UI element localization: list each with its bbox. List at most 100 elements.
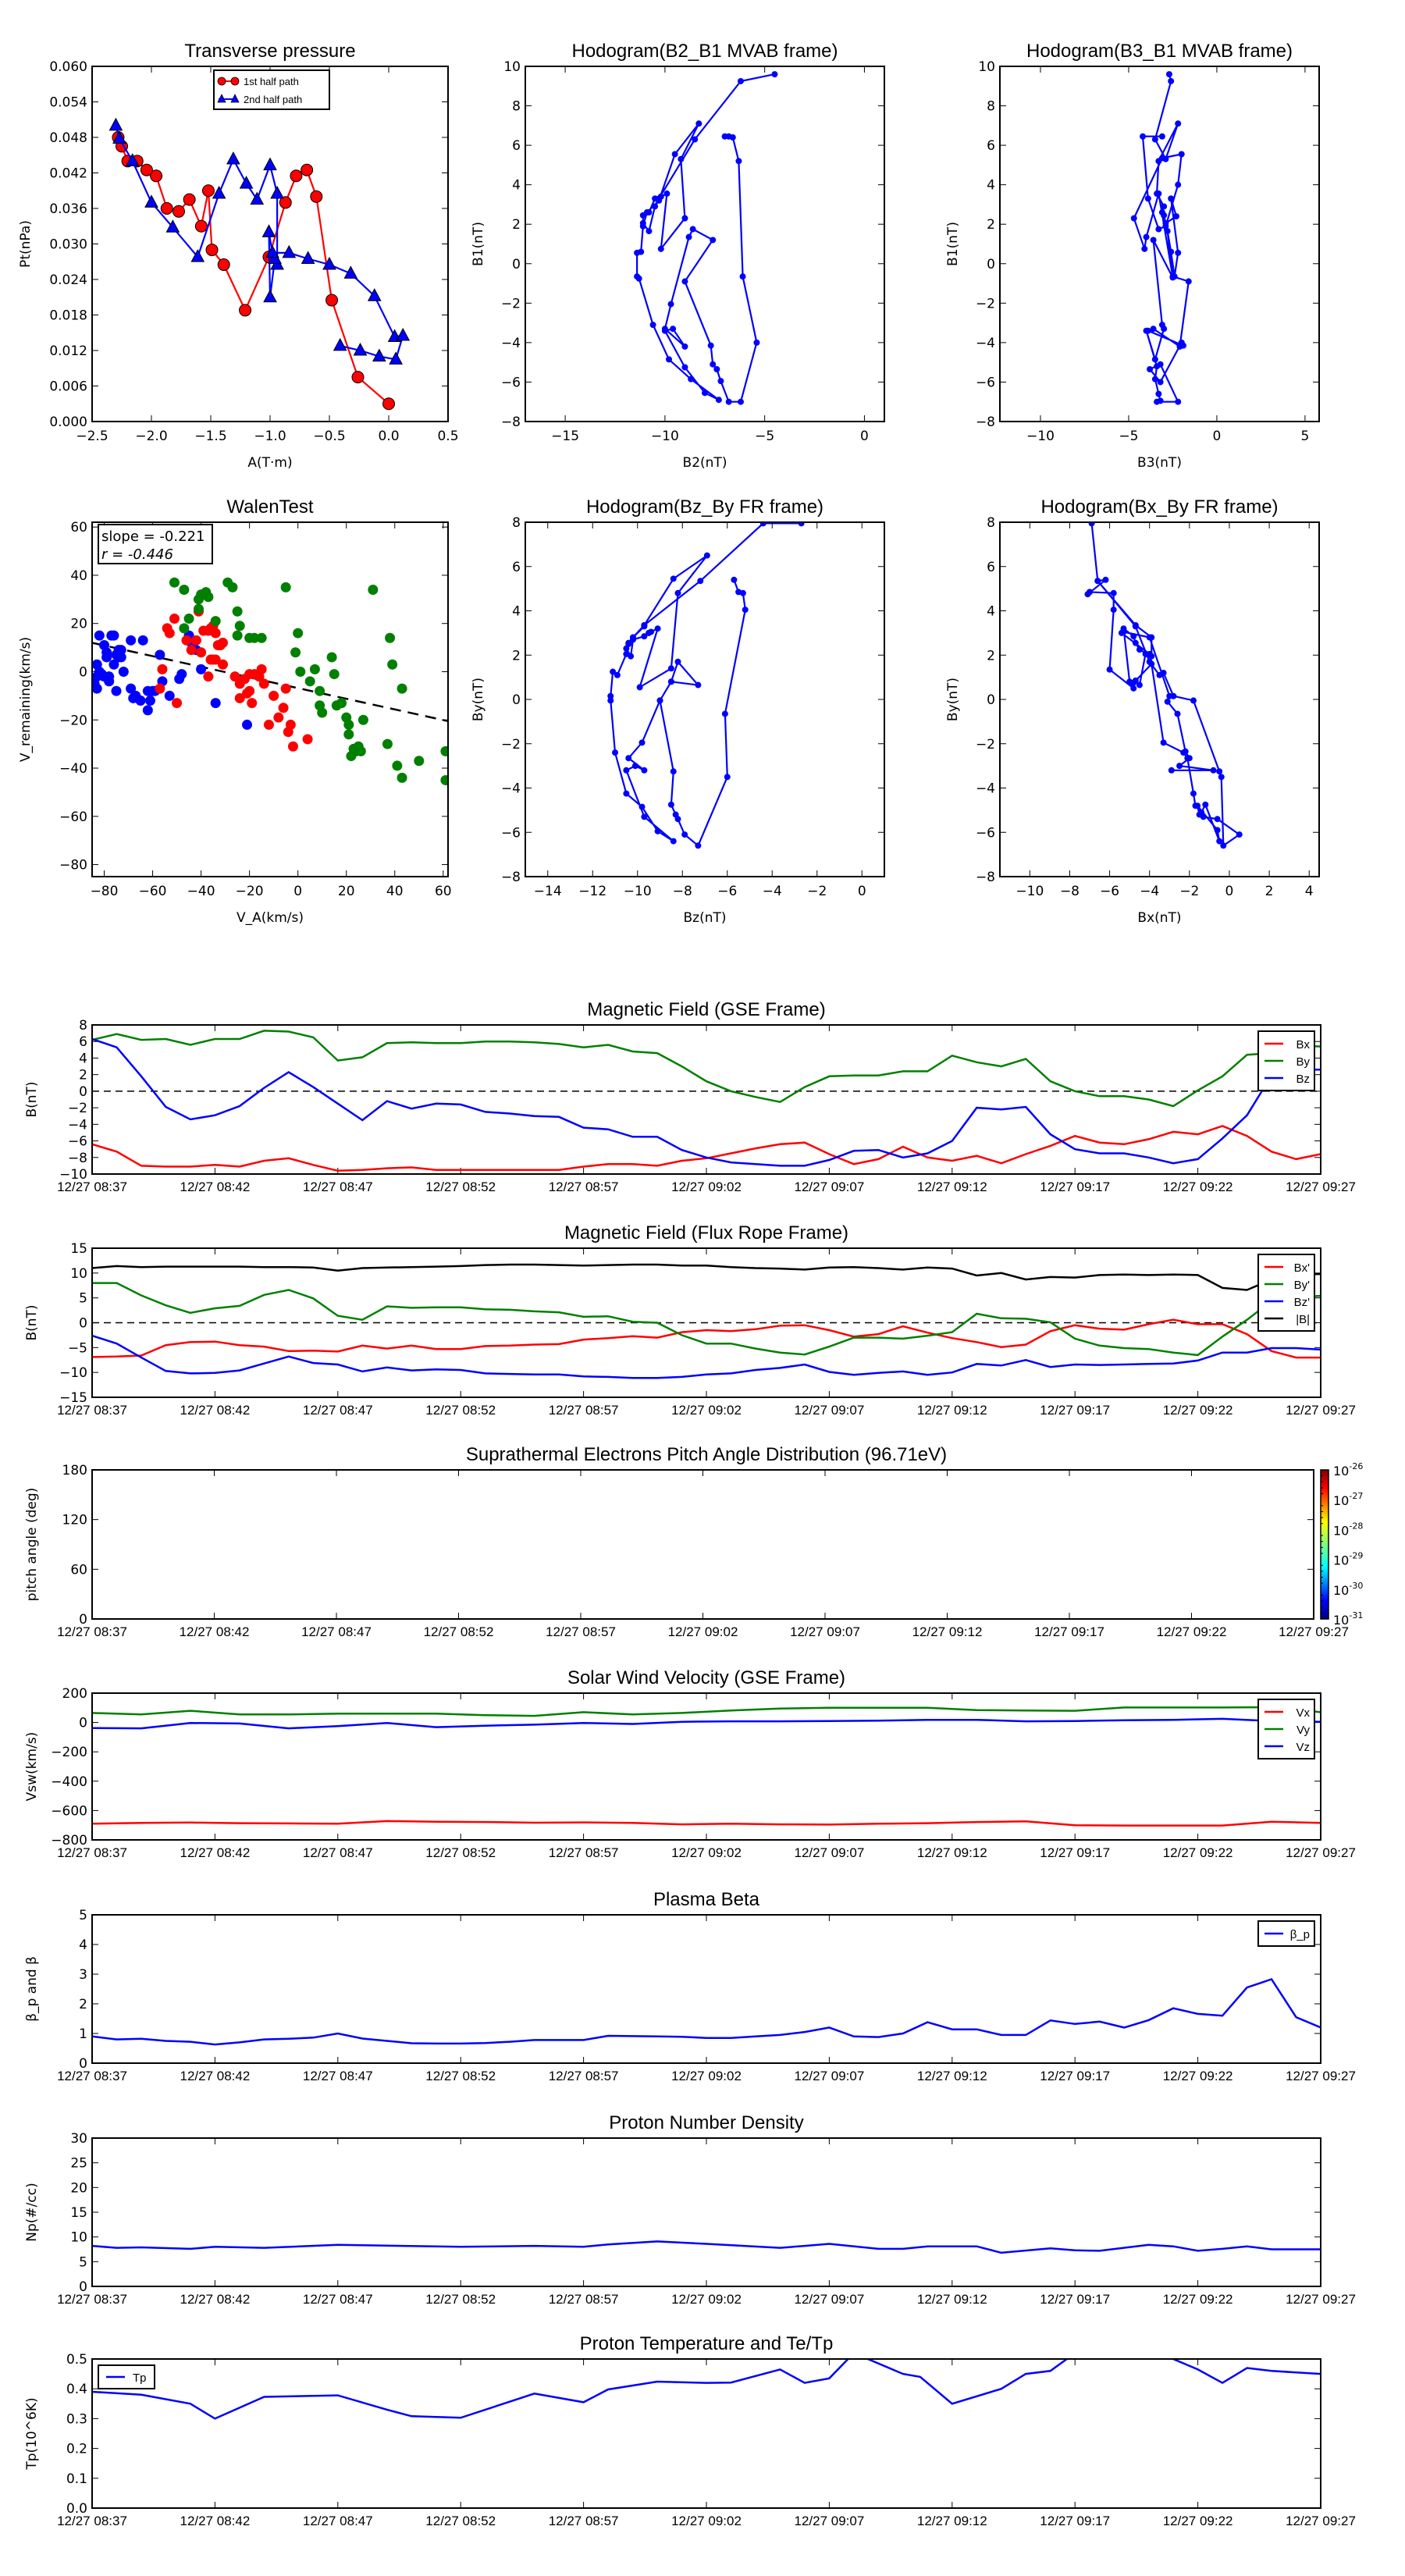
legend-label: Vy xyxy=(1297,1724,1310,1737)
chart-transverse: Transverse pressure 0.000 0.006 0.012 0.018 0… xyxy=(18,41,459,471)
x-tick-label: 0 xyxy=(858,884,866,899)
data-point xyxy=(649,322,656,329)
data-point xyxy=(1106,666,1113,673)
data-point xyxy=(735,589,742,596)
y-tick-label: −400 xyxy=(51,1774,87,1790)
y-tick-label: 10 xyxy=(978,59,995,75)
data-point xyxy=(1198,809,1205,816)
series-vx xyxy=(92,1820,1321,1827)
x-tick-label: −40 xyxy=(187,884,215,899)
series-line xyxy=(92,1030,1321,1108)
chart-hodo_bzby: Hodogram(Bz_By FR frame) −8 −6 −4 −2 0 2 4 6 8 −14… xyxy=(471,496,885,926)
y-tick-label: 2 xyxy=(79,1068,87,1083)
colorbar-tick-label: 10-29 xyxy=(1333,1551,1363,1568)
y-tick-label: 0.024 xyxy=(49,272,87,288)
data-point xyxy=(144,696,155,706)
data-point xyxy=(1178,151,1185,158)
data-point xyxy=(1084,591,1091,598)
walen-frame xyxy=(91,521,449,877)
data-point xyxy=(1185,278,1192,285)
series-line xyxy=(92,1037,1321,1167)
y-axis-label: B1(nT) xyxy=(471,222,486,266)
y-tick-label: 200 xyxy=(62,1686,87,1702)
data-point xyxy=(1143,233,1150,240)
y-tick-label: 6 xyxy=(987,560,995,575)
x-tick-label: 0 xyxy=(860,429,869,444)
data-point xyxy=(1175,398,1182,405)
data-point xyxy=(1088,522,1095,527)
data-point xyxy=(1165,71,1172,78)
transverse-frame xyxy=(91,66,449,422)
y-tick-label: 4 xyxy=(512,178,521,194)
data-point xyxy=(623,650,630,657)
data-point xyxy=(681,215,688,222)
data-point xyxy=(674,589,681,596)
x-tick-label: 12/27 08:52 xyxy=(425,1179,496,1194)
data-point xyxy=(625,755,632,762)
data-point xyxy=(667,801,674,808)
x-tick-label: 12/27 09:07 xyxy=(794,1403,864,1418)
y-tick-label: −5 xyxy=(68,1340,87,1356)
data-point xyxy=(1190,790,1197,797)
data-point xyxy=(205,244,219,257)
x-tick-label: 12/27 08:57 xyxy=(546,1624,616,1639)
data-point xyxy=(315,685,325,696)
data-point xyxy=(715,397,722,404)
x-tick-label: −10 xyxy=(1016,884,1044,899)
data-point xyxy=(256,632,267,643)
y-tick-label: 60 xyxy=(70,1562,87,1578)
y-tick-label: 0.054 xyxy=(49,95,87,111)
colorbar xyxy=(1320,1469,1329,1620)
data-point xyxy=(367,288,382,301)
data-point xyxy=(607,692,614,699)
legend-label: By xyxy=(1296,1055,1310,1069)
data-point xyxy=(108,659,119,670)
data-point xyxy=(724,774,731,781)
data-point xyxy=(639,222,646,229)
y-tick-label: −4 xyxy=(976,781,995,797)
data-point xyxy=(610,668,617,675)
data-point xyxy=(382,738,393,749)
data-point xyxy=(160,202,173,215)
data-point xyxy=(638,803,646,810)
x-tick-label: 12/27 09:17 xyxy=(1040,2514,1110,2528)
data-point xyxy=(1120,628,1127,635)
data-point xyxy=(270,185,284,199)
data-point xyxy=(1214,827,1221,834)
data-point xyxy=(1110,589,1117,596)
y-tick-label: 0.0 xyxy=(66,2501,87,2517)
data-point xyxy=(614,671,621,678)
data-point xyxy=(1160,669,1167,676)
data-point xyxy=(1158,133,1165,140)
data-point xyxy=(1102,576,1109,583)
chart-title: Hodogram(B2_B1 MVAB frame) xyxy=(571,41,838,62)
data-point xyxy=(654,827,661,834)
x-tick-label: 12/27 09:12 xyxy=(917,2514,987,2528)
data-point xyxy=(218,659,229,670)
chart-tp: Proton Temperature and Te/Tp 0.0 0.1 0.2 0.3… xyxy=(24,2333,1356,2528)
data-point xyxy=(697,578,704,585)
y-tick-label: 0.3 xyxy=(66,2411,87,2427)
x-tick-label: 12/27 08:47 xyxy=(301,1624,372,1639)
data-point xyxy=(183,193,196,206)
y-tick-label: 0.060 xyxy=(49,59,87,75)
x-tick-label: −10 xyxy=(1026,429,1055,444)
y-tick-label: −2 xyxy=(501,296,521,311)
x-tick-label: 12/27 08:52 xyxy=(425,2069,496,2083)
data-point xyxy=(607,697,614,704)
y-tick-label: 20 xyxy=(70,617,87,632)
y-axis-label: Pt(nPa) xyxy=(18,220,34,268)
x-tick-label: 12/27 09:22 xyxy=(1163,1403,1233,1418)
series-line xyxy=(115,125,404,361)
legend-label: Bx' xyxy=(1294,1261,1311,1275)
data-point xyxy=(1169,273,1176,280)
x-tick-label: 12/27 08:52 xyxy=(424,1624,494,1639)
x-tick-label: 12/27 08:57 xyxy=(549,1179,619,1194)
data-point xyxy=(397,772,407,783)
chart-hodo_bxby: Hodogram(Bx_By FR frame) −8 −6 −4 −2 0 2 4 6 8 −10… xyxy=(945,496,1320,926)
data-point xyxy=(1144,327,1151,334)
data-point xyxy=(247,698,258,709)
y-tick-label: 0 xyxy=(987,692,995,708)
y-tick-label: −20 xyxy=(59,713,87,728)
x-tick-label: 12/27 08:57 xyxy=(549,1403,619,1418)
